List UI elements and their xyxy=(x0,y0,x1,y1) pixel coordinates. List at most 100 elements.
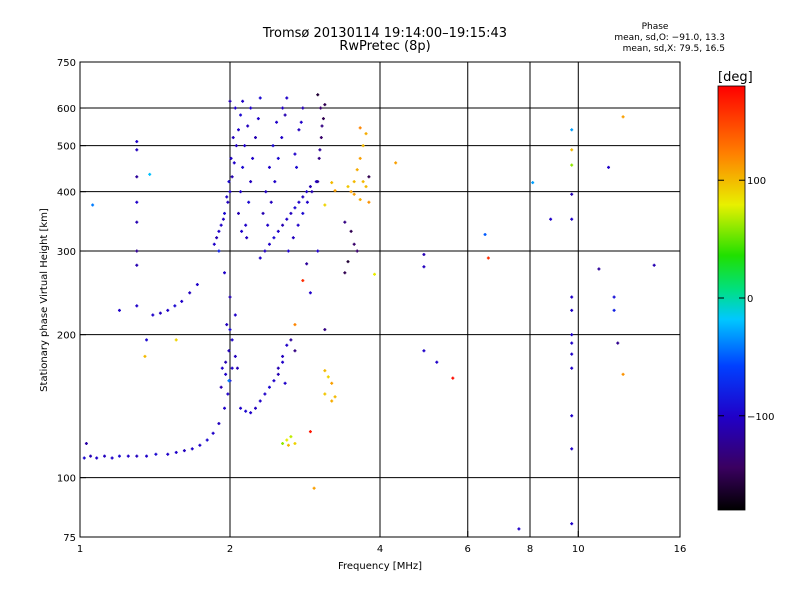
data-point xyxy=(224,372,228,376)
data-point xyxy=(326,375,330,379)
data-point xyxy=(297,128,301,132)
data-point xyxy=(241,99,245,103)
data-point xyxy=(135,175,139,179)
data-point xyxy=(323,369,327,373)
data-point xyxy=(319,106,323,110)
data-point xyxy=(281,106,285,110)
data-point xyxy=(549,217,553,221)
data-point xyxy=(253,406,257,410)
data-point xyxy=(276,229,280,233)
data-point xyxy=(319,136,323,140)
data-point xyxy=(246,124,250,128)
chart-subtitle: RwPretec (8p) xyxy=(339,39,431,54)
data-point xyxy=(318,148,322,152)
data-point xyxy=(266,223,270,227)
x-tick-label: 1 xyxy=(77,544,83,555)
data-point xyxy=(352,242,356,246)
data-point xyxy=(182,449,186,453)
data-point xyxy=(198,443,202,447)
data-point xyxy=(217,249,221,253)
data-point xyxy=(244,223,248,227)
data-point xyxy=(91,203,95,207)
x-tick-label: 8 xyxy=(527,544,533,555)
x-tick-label: 4 xyxy=(377,544,383,555)
data-point xyxy=(267,165,271,169)
data-point xyxy=(295,165,299,169)
data-point xyxy=(330,181,334,185)
data-point xyxy=(364,185,368,189)
data-point xyxy=(320,124,324,128)
data-point xyxy=(264,190,268,194)
data-point xyxy=(219,223,223,227)
data-point xyxy=(180,299,184,303)
data-point xyxy=(135,454,139,458)
data-point xyxy=(228,99,232,103)
data-point xyxy=(323,203,327,207)
data-point xyxy=(483,233,487,237)
data-point xyxy=(230,338,234,342)
data-point xyxy=(301,279,305,283)
data-point xyxy=(195,283,199,287)
data-point xyxy=(243,144,247,148)
data-point xyxy=(317,156,321,160)
phase-stat-o: mean, sd,O: −91.0, 13.3 xyxy=(614,33,725,43)
data-point xyxy=(355,249,359,253)
data-point xyxy=(240,229,244,233)
data-point xyxy=(275,120,279,124)
data-point xyxy=(570,148,574,152)
data-point xyxy=(174,450,178,454)
data-point xyxy=(256,117,260,121)
data-point xyxy=(293,152,297,156)
data-point xyxy=(148,172,152,176)
data-point xyxy=(286,443,290,447)
data-point xyxy=(531,181,535,185)
colorbar-tick-label: 100 xyxy=(747,176,766,187)
data-point xyxy=(273,180,277,184)
data-point xyxy=(276,366,280,370)
data-point xyxy=(570,295,574,299)
data-point xyxy=(297,200,301,204)
data-point xyxy=(570,217,574,221)
colorbar-tick-label: 0 xyxy=(747,294,753,305)
data-point xyxy=(422,252,426,256)
data-point xyxy=(316,93,320,97)
data-point xyxy=(226,392,230,396)
data-point xyxy=(151,313,155,317)
y-tick-label: 400 xyxy=(57,188,76,199)
data-point xyxy=(215,236,219,240)
x-tick-label: 16 xyxy=(674,544,687,555)
data-point xyxy=(308,291,312,295)
data-point xyxy=(296,223,300,227)
x-axis-label: Frequency [MHz] xyxy=(338,561,422,572)
y-tick-label: 500 xyxy=(57,142,76,153)
data-point xyxy=(276,372,280,376)
data-point xyxy=(241,165,245,169)
data-point xyxy=(271,144,275,148)
data-point xyxy=(305,262,309,266)
data-point xyxy=(225,323,229,327)
data-point xyxy=(247,200,251,204)
data-point xyxy=(570,447,574,451)
data-point xyxy=(211,431,215,435)
data-point xyxy=(145,338,149,342)
data-point xyxy=(249,106,253,110)
data-point xyxy=(570,414,574,418)
colorbar-tick-label: −100 xyxy=(747,412,774,423)
data-point xyxy=(616,341,620,345)
phase-stat-x: mean, sd,X: 79.5, 16.5 xyxy=(622,44,725,54)
data-point xyxy=(135,220,139,224)
data-point xyxy=(285,217,289,221)
colorbar-ticks: 100 0 −100 xyxy=(718,176,774,423)
data-point xyxy=(486,256,490,260)
data-point xyxy=(220,366,224,370)
data-point xyxy=(190,447,194,451)
data-point xyxy=(285,343,289,347)
data-point xyxy=(293,323,297,327)
data-point xyxy=(316,180,320,184)
data-point xyxy=(308,185,312,189)
data-point xyxy=(217,422,221,426)
data-point xyxy=(84,442,88,446)
data-point xyxy=(333,395,337,399)
data-point xyxy=(239,190,243,194)
y-tick-label: 200 xyxy=(57,331,76,342)
